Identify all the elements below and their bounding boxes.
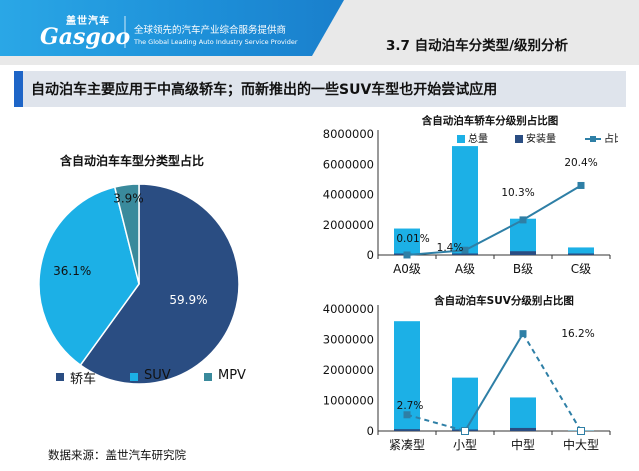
legend-label-total: 总量 — [468, 132, 488, 145]
bar-installed — [394, 429, 420, 431]
bar-total — [510, 397, 536, 431]
x-tick-label: 中大型 — [563, 437, 599, 452]
legend-swatch-mpv — [204, 373, 212, 381]
sedan-level-chart: 含自动泊车轿车分级别占比图 0 2000000 4000000 6000000 80000… — [323, 114, 618, 276]
legend-swatch-sedan — [56, 373, 64, 381]
slogan-cn: 全球领先的汽车产业综合服务提供商 — [134, 25, 287, 36]
bar-installed — [568, 253, 594, 255]
line-data-label: 10.3% — [501, 187, 534, 199]
legend-label-suv: SUV — [144, 368, 171, 383]
line-share — [406, 184, 582, 256]
pie-data-label: 36.1% — [53, 264, 91, 278]
legend-label-sedan: 轿车 — [70, 372, 97, 387]
line-marker — [403, 251, 411, 259]
bar-total — [394, 228, 420, 255]
data-source: 数据来源：盖世汽车研究院 — [48, 448, 186, 462]
line-marker — [519, 330, 527, 338]
pie-slice-mpv — [113, 183, 140, 285]
y-tick-label: 0 — [367, 424, 374, 438]
pie-data-label: 3.9% — [113, 192, 144, 206]
logo-cn: 盖世汽车 — [66, 16, 110, 27]
logo: Gasgoo — [40, 24, 131, 50]
legend-swatch-total — [457, 135, 465, 143]
y-tick-label: 2000000 — [323, 218, 374, 232]
line-marker — [403, 411, 411, 419]
header-banner — [0, 0, 639, 65]
pie-legend: 轿车 SUV MPV — [56, 368, 276, 388]
bar-installed — [452, 253, 478, 255]
line-data-label: 20.4% — [564, 157, 597, 169]
y-tick-label: 4000000 — [323, 188, 374, 202]
line-marker — [519, 216, 527, 224]
line-marker — [461, 246, 469, 254]
legend-label-installed: 安装量 — [526, 132, 556, 145]
y-tick-label: 2000000 — [323, 363, 374, 377]
x-tick-label: 小型 — [453, 438, 477, 452]
headline-text: 自动泊车主要应用于中高级轿车；而新推出的一些SUV车型也开始尝试应用 — [31, 82, 498, 98]
y-tick-label: 0 — [367, 248, 374, 262]
bar-total — [568, 247, 594, 255]
legend-label-mpv: MPV — [218, 368, 246, 383]
legend-marker-share — [590, 136, 596, 142]
line-marker — [577, 427, 585, 435]
bar-installed — [510, 427, 536, 431]
y-tick-label: 4000000 — [323, 302, 374, 316]
chart-title: 含自动泊车轿车分级别占比图 — [422, 114, 559, 127]
line-marker — [461, 427, 469, 435]
headline-strip: 自动泊车主要应用于中高级轿车；而新推出的一些SUV车型也开始尝试应用 — [14, 71, 626, 107]
chart-title: 含自动泊车SUV分级别占比图 — [434, 294, 574, 307]
pie-chart: 59.9% 36.1% 3.9% — [38, 183, 240, 385]
x-tick-label: A0级 — [393, 262, 421, 276]
pie-slice-sedan — [79, 183, 240, 385]
line-segment — [522, 333, 582, 432]
line-data-label: 1.4% — [437, 242, 464, 254]
line-segment — [464, 333, 524, 432]
line-segment — [406, 413, 466, 432]
y-tick-label: 8000000 — [323, 127, 374, 141]
legend-label-share: 占比 — [604, 132, 618, 145]
pie-chart-title: 含自动泊车车型分类型占比 — [60, 154, 205, 168]
line-data-label: 16.2% — [561, 328, 594, 340]
x-tick-label: A级 — [455, 262, 475, 276]
x-tick-label: 紧凑型 — [389, 438, 425, 452]
pie-data-label: 59.9% — [169, 293, 207, 307]
line-marker — [577, 181, 585, 189]
x-tick-label: B级 — [513, 262, 533, 276]
y-tick-label: 3000000 — [323, 333, 374, 347]
suv-level-chart: 含自动泊车SUV分级别占比图 0 1000000 2000000 3000000 4000… — [323, 294, 611, 452]
y-tick-label: 1000000 — [323, 394, 374, 408]
legend-swatch-installed — [515, 135, 523, 143]
legend-swatch-suv — [130, 373, 138, 381]
bar-total — [452, 146, 478, 255]
line-data-label: 2.7% — [397, 400, 424, 412]
pie-slice-suv — [38, 186, 140, 367]
section-title: 3.7 自动泊车分类型/级别分析 — [386, 38, 569, 54]
bar-total — [452, 377, 478, 431]
slogan-en: The Global Leading Auto Industry Service… — [134, 38, 298, 46]
headline-accent-bar — [14, 71, 23, 107]
line-data-label: 0.01% — [396, 233, 429, 245]
y-tick-label: 6000000 — [323, 157, 374, 171]
bar-installed — [510, 251, 536, 255]
x-tick-label: 中型 — [511, 437, 535, 452]
x-tick-label: C级 — [571, 262, 591, 276]
